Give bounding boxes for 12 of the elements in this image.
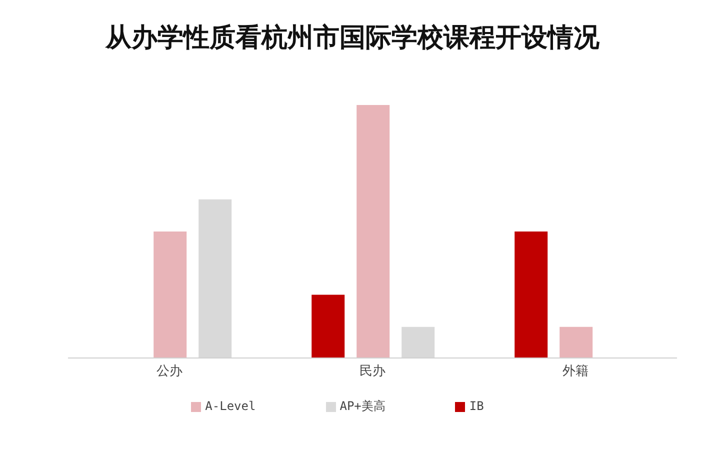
bar bbox=[312, 294, 345, 358]
legend-label: IB bbox=[469, 399, 484, 413]
x-tick-label: 外籍 bbox=[562, 364, 588, 380]
x-tick-label: 民办 bbox=[360, 364, 386, 380]
bar bbox=[356, 105, 390, 358]
bar bbox=[560, 326, 593, 358]
chart-title: 从办学性质看杭州市国际学校课程开设情况 bbox=[104, 22, 600, 55]
legend-label: AP+美高 bbox=[340, 399, 386, 413]
bar bbox=[514, 232, 548, 358]
legend-label: A-Level bbox=[205, 399, 256, 413]
x-tick-label: 公办 bbox=[156, 364, 182, 380]
bar bbox=[154, 232, 187, 358]
